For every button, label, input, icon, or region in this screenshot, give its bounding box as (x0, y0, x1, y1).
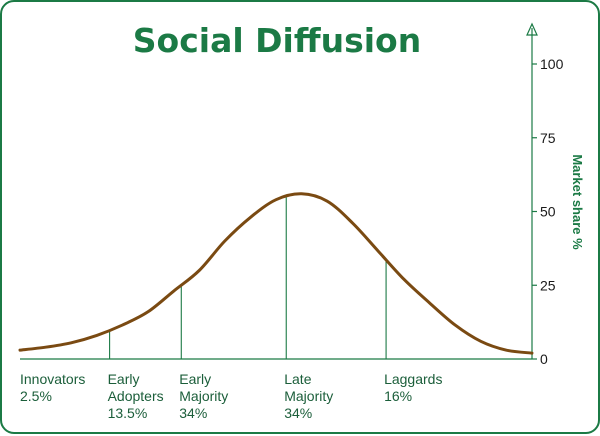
segment-labels: Innovators2.5%EarlyAdopters13.5%EarlyMaj… (20, 371, 442, 421)
segment-label-line: 16% (384, 388, 412, 404)
segment-label-line: 13.5% (108, 405, 148, 421)
y-tick-label: 0 (540, 351, 548, 367)
segment-dividers (109, 197, 387, 359)
segment-label-line: Laggards (384, 371, 442, 387)
segment-label-line: Majority (179, 388, 228, 404)
segment-label-line: Early (179, 371, 211, 387)
segment-label-line: Adopters (108, 388, 164, 404)
segment-label-line: 34% (284, 405, 312, 421)
adoption-curve (18, 192, 534, 355)
y-tick-label: 50 (540, 204, 556, 220)
y-tick-label: 100 (540, 56, 564, 72)
curve-layer (18, 192, 534, 355)
axes: 0 25 50 75 100 (20, 22, 564, 367)
y-tick-label: 25 (540, 277, 556, 293)
y-axis-arrow-icon (526, 22, 538, 36)
segment-label-line: Majority (284, 388, 333, 404)
segment-label-line: 2.5% (20, 388, 52, 404)
segment-label-line: Innovators (20, 371, 85, 387)
segment-label-line: Late (284, 371, 311, 387)
y-axis-title: Market share % (570, 154, 585, 250)
chart-title: Social Diffusion (133, 21, 421, 60)
y-tick-label: 75 (540, 130, 556, 146)
segment-label-line: Early (108, 371, 140, 387)
segment-label-line: 34% (179, 405, 207, 421)
